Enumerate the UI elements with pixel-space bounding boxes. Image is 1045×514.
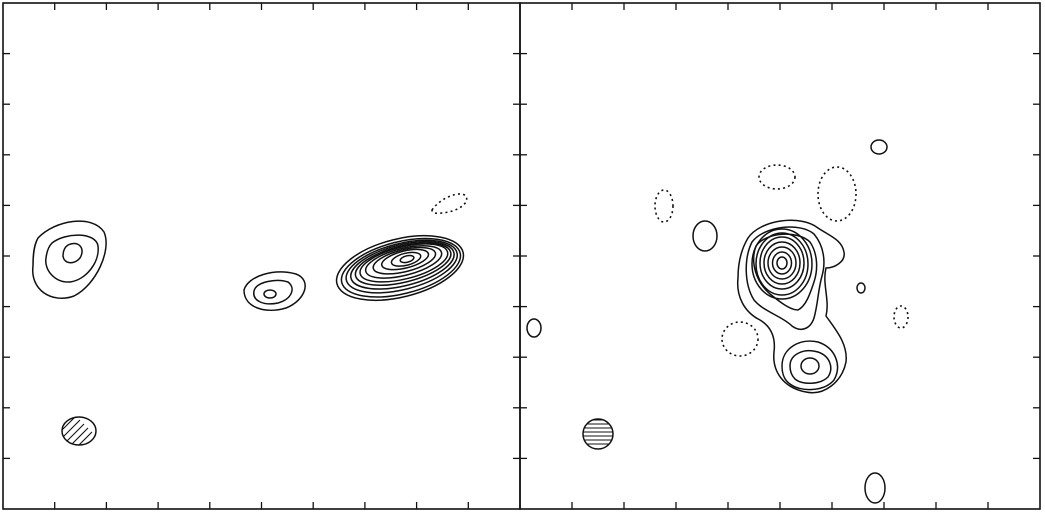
contour-blob xyxy=(864,472,886,504)
contour-source-core xyxy=(736,219,847,394)
contour-level-2 xyxy=(340,237,462,298)
negative-contour xyxy=(758,164,796,190)
contour-level-8 xyxy=(372,246,437,275)
negative-contour xyxy=(893,305,909,329)
right-panel xyxy=(519,2,1041,510)
contour-level-7 xyxy=(763,241,801,285)
contour-level-4 xyxy=(751,228,813,300)
contour-level-4 xyxy=(350,240,455,290)
restoring-beam xyxy=(582,418,614,450)
contour-source-west xyxy=(32,220,107,299)
contour-source-bright-east xyxy=(335,235,465,301)
contour-level-9 xyxy=(771,251,793,275)
negative-contour xyxy=(721,321,759,357)
contour-level-7 xyxy=(364,245,443,279)
contour-level-10 xyxy=(390,251,422,267)
contour-level-3 xyxy=(800,357,820,375)
contour-level-3 xyxy=(62,242,83,264)
contour-level-11 xyxy=(399,254,415,264)
contour-level-8 xyxy=(767,246,797,280)
negative-contour xyxy=(817,166,857,222)
contour-level-6 xyxy=(359,243,449,283)
contour-level-2 xyxy=(45,234,99,283)
negative-contour xyxy=(431,193,468,215)
contour-source-center xyxy=(243,271,306,311)
contour-blob xyxy=(692,220,718,252)
contour-level-1 xyxy=(335,235,465,301)
left-panel-ticks xyxy=(3,3,520,509)
contour-level-9 xyxy=(380,248,430,271)
contour-level-3 xyxy=(345,239,459,294)
contour-blob xyxy=(870,139,888,155)
contour-blob xyxy=(526,318,542,338)
contour-outer-envelope xyxy=(736,219,847,394)
contour-level-2 xyxy=(789,350,832,384)
beam-ellipse xyxy=(582,418,614,450)
contour-level-3 xyxy=(263,289,277,299)
negative-contour xyxy=(654,189,674,223)
contour-level-6 xyxy=(759,236,805,290)
right-panel-ticks xyxy=(520,3,1040,509)
contour-level-5 xyxy=(354,242,452,286)
contour-blob xyxy=(856,282,866,294)
contour-level-1 xyxy=(243,271,306,311)
contour-level-10 xyxy=(776,256,788,270)
contour-level-2 xyxy=(745,226,825,331)
contour-level-2 xyxy=(253,279,293,305)
contour-source-secondary-south xyxy=(781,340,839,391)
contour-level-1 xyxy=(32,220,107,299)
contour-level-5 xyxy=(755,232,809,296)
beam-hatching xyxy=(583,419,613,445)
contour-level-1 xyxy=(781,340,839,391)
left-panel xyxy=(2,2,521,510)
restoring-beam xyxy=(61,416,97,446)
